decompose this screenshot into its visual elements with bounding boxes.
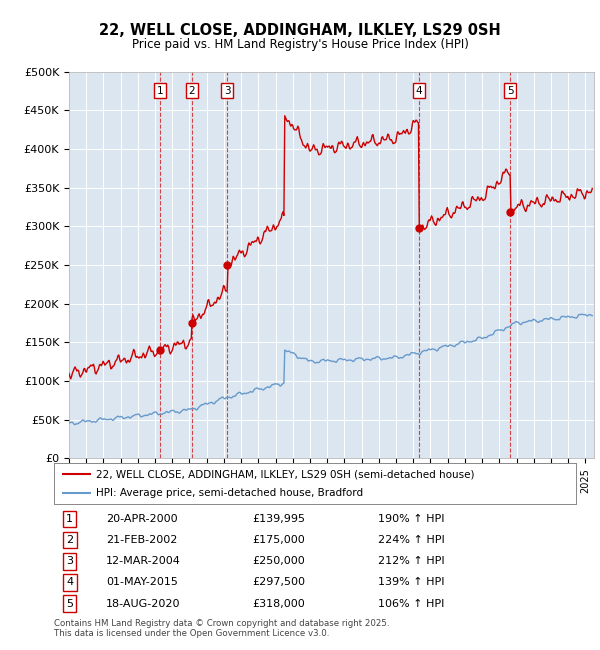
Text: 20-APR-2000: 20-APR-2000 xyxy=(106,514,178,524)
Text: 190% ↑ HPI: 190% ↑ HPI xyxy=(377,514,444,524)
Text: 3: 3 xyxy=(224,86,230,96)
Text: 106% ↑ HPI: 106% ↑ HPI xyxy=(377,599,444,608)
Text: Price paid vs. HM Land Registry's House Price Index (HPI): Price paid vs. HM Land Registry's House … xyxy=(131,38,469,51)
Text: £139,995: £139,995 xyxy=(253,514,305,524)
Text: 22, WELL CLOSE, ADDINGHAM, ILKLEY, LS29 0SH (semi-detached house): 22, WELL CLOSE, ADDINGHAM, ILKLEY, LS29 … xyxy=(96,469,474,479)
Text: 01-MAY-2015: 01-MAY-2015 xyxy=(106,577,178,588)
Text: £250,000: £250,000 xyxy=(253,556,305,566)
Text: HPI: Average price, semi-detached house, Bradford: HPI: Average price, semi-detached house,… xyxy=(96,488,363,498)
Text: £175,000: £175,000 xyxy=(253,535,305,545)
Text: 3: 3 xyxy=(66,556,73,566)
Text: 4: 4 xyxy=(416,86,422,96)
Text: 21-FEB-2002: 21-FEB-2002 xyxy=(106,535,178,545)
Text: 139% ↑ HPI: 139% ↑ HPI xyxy=(377,577,444,588)
Text: £297,500: £297,500 xyxy=(253,577,305,588)
Text: 5: 5 xyxy=(66,599,73,608)
Text: 18-AUG-2020: 18-AUG-2020 xyxy=(106,599,181,608)
Text: 22, WELL CLOSE, ADDINGHAM, ILKLEY, LS29 0SH: 22, WELL CLOSE, ADDINGHAM, ILKLEY, LS29 … xyxy=(99,23,501,38)
Text: 4: 4 xyxy=(66,577,73,588)
Text: 224% ↑ HPI: 224% ↑ HPI xyxy=(377,535,445,545)
Text: Contains HM Land Registry data © Crown copyright and database right 2025.
This d: Contains HM Land Registry data © Crown c… xyxy=(54,619,389,638)
Text: 2: 2 xyxy=(66,535,73,545)
Text: 212% ↑ HPI: 212% ↑ HPI xyxy=(377,556,444,566)
Text: 1: 1 xyxy=(66,514,73,524)
Text: £318,000: £318,000 xyxy=(253,599,305,608)
Text: 5: 5 xyxy=(507,86,514,96)
Text: 12-MAR-2004: 12-MAR-2004 xyxy=(106,556,181,566)
Text: 1: 1 xyxy=(157,86,163,96)
Text: 2: 2 xyxy=(188,86,195,96)
